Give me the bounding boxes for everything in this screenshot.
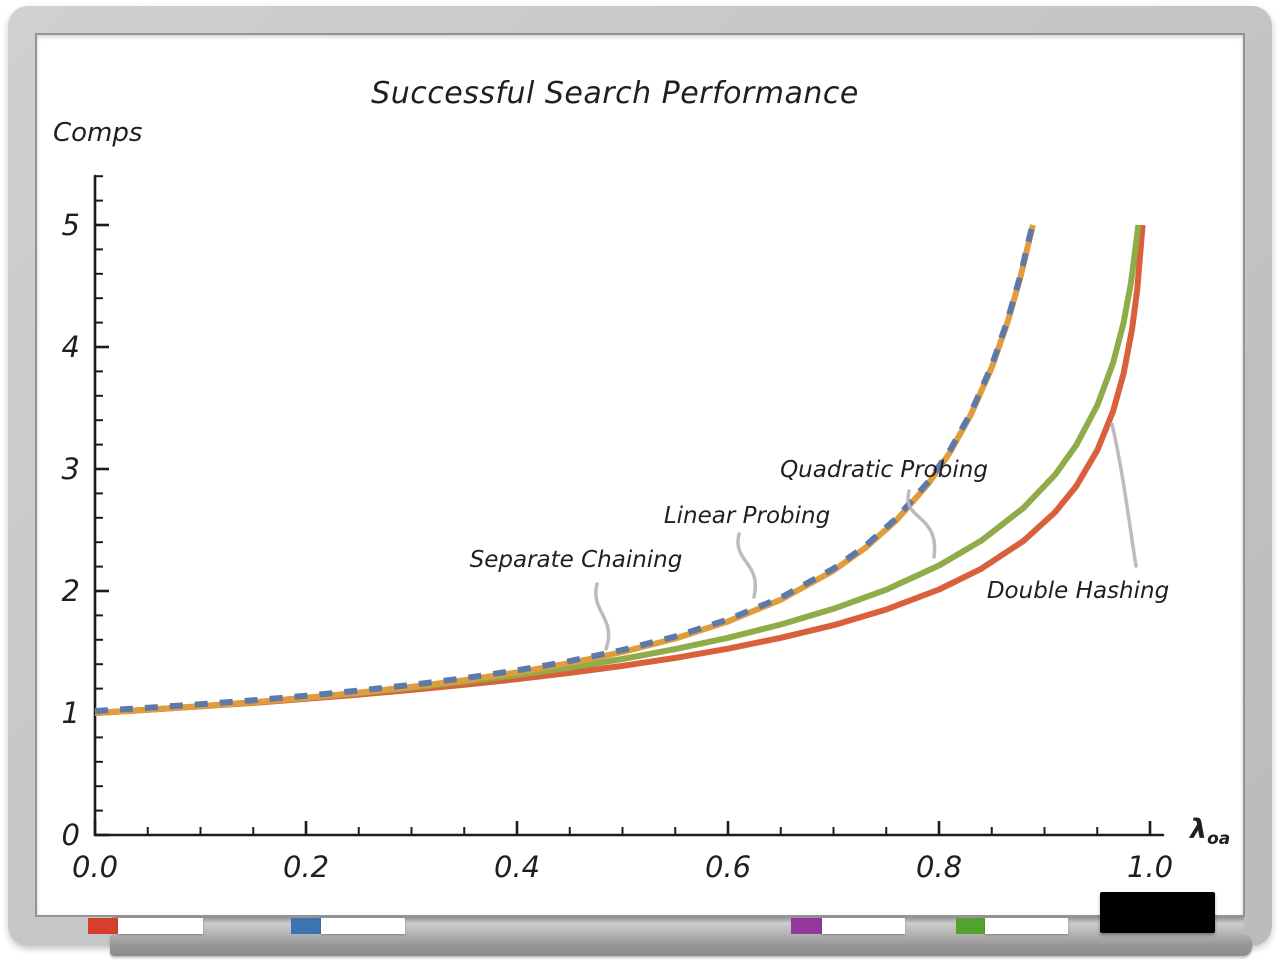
leader-linear-probing [736, 532, 758, 599]
leader-double-hashing [1110, 422, 1138, 568]
purple-marker-cap [791, 918, 822, 934]
x-tick-label: 0.4 [494, 850, 540, 884]
blue-marker [291, 918, 405, 934]
annotation-linear-probing: Linear Probing [663, 503, 831, 529]
eraser [1100, 892, 1215, 933]
purple-marker [791, 918, 905, 934]
blue-marker-cap [291, 918, 321, 934]
y-tick-label: 5 [62, 208, 80, 242]
curve-separate-chaining [94, 222, 1036, 714]
x-tick-label: 0.0 [72, 850, 118, 884]
red-marker-cap [88, 918, 118, 934]
annotation-quadratic-probing: Quadratic Probing [780, 457, 988, 483]
leader-separate-chaining [594, 582, 611, 651]
purple-marker-body [822, 918, 905, 934]
leader-quadratic-probing [906, 489, 937, 559]
x-tick-label: 1.0 [1127, 850, 1173, 884]
marker-tray-back [112, 917, 1244, 935]
axes [93, 174, 1165, 837]
x-tick-label: 0.2 [283, 850, 329, 884]
green-marker-cap [956, 918, 985, 934]
red-marker [88, 918, 203, 934]
green-marker-body [985, 918, 1068, 934]
green-marker [956, 918, 1068, 934]
y-tick-label: 0 [62, 818, 80, 852]
red-marker-body [118, 918, 203, 934]
y-tick-label: 1 [62, 696, 80, 730]
y-tick-label: 3 [62, 452, 80, 486]
chart-title: Successful Search Performance [371, 76, 859, 111]
x-axis-label-subscript: oa [1207, 829, 1231, 849]
annotation-separate-chaining: Separate Chaining [469, 547, 683, 573]
y-tick-label: 2 [62, 574, 80, 608]
annotation-double-hashing: Double Hashing [986, 578, 1170, 604]
whiteboard-surface [35, 33, 1245, 917]
x-axis-label: λoa [1190, 814, 1230, 849]
x-tick-label: 0.6 [705, 850, 751, 884]
marker-tray-ledge [110, 934, 1252, 956]
y-axis-label: Comps [53, 118, 143, 148]
y-tick-label: 4 [62, 330, 80, 364]
x-tick-label: 0.8 [916, 850, 962, 884]
blue-marker-body [321, 918, 405, 934]
x-axis-label-base: λ [1190, 814, 1208, 845]
